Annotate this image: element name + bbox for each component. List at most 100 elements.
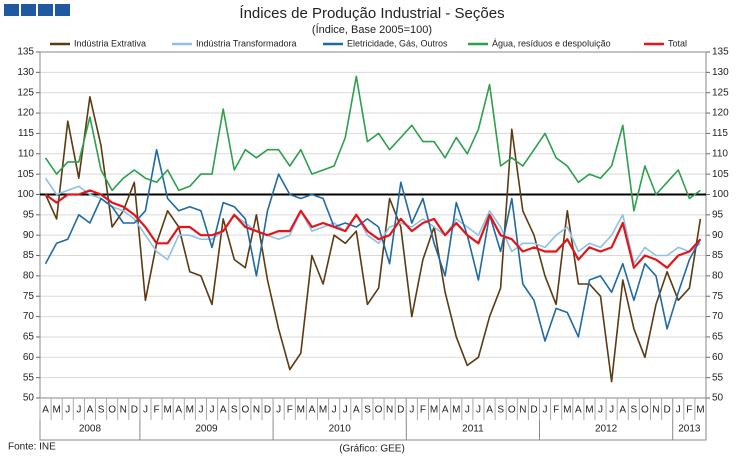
y-tick-label: 130 [17, 67, 34, 78]
y-tick-label: 50 [23, 393, 35, 404]
chart-title: Índices de Produção Industrial - Seções [239, 5, 504, 22]
y2-tick-label: 130 [712, 67, 729, 78]
legend-label: Eletricidade, Gás, Outros [347, 38, 448, 48]
x-tick-label: A [486, 405, 493, 416]
source: Fonte: INE [8, 442, 56, 453]
x-tick-label: J [198, 405, 203, 416]
y2-tick-label: 65 [712, 332, 724, 343]
x-tick-label: J [210, 405, 215, 416]
y-tick-label: 75 [23, 291, 35, 302]
year-label: 2013 [678, 424, 701, 435]
logo-square [38, 4, 53, 16]
series-line [44, 189, 702, 269]
x-tick-label: J [476, 405, 481, 416]
y2-tick-label: 85 [712, 250, 724, 261]
series-line [44, 148, 702, 342]
x-tick-label: J [76, 405, 81, 416]
y2-tick-label: 105 [712, 169, 729, 180]
y-tick-label: 100 [17, 189, 34, 200]
x-tick-label: N [519, 405, 526, 416]
x-tick-label: N [120, 405, 127, 416]
x-tick-label: M [52, 405, 60, 416]
x-tick-label: D [530, 405, 537, 416]
x-tick-label: A [175, 405, 182, 416]
x-tick-label: M [319, 405, 327, 416]
x-tick-label: M [430, 405, 438, 416]
y-tick-label: 135 [17, 47, 34, 58]
y-tick-label: 80 [23, 271, 35, 282]
legend-label: Total [668, 38, 687, 48]
x-tick-label: J [598, 405, 603, 416]
y2-tick-label: 115 [712, 128, 728, 139]
series-line [44, 96, 702, 383]
year-label: 2012 [595, 424, 618, 435]
chart-subtitle: (Índice, Base 2005=100) [312, 23, 432, 36]
x-tick-label: J [676, 405, 681, 416]
x-tick-label: A [87, 405, 94, 416]
y2-tick-label: 75 [712, 291, 724, 302]
x-tick-label: S [497, 405, 504, 416]
x-tick-label: J [543, 405, 548, 416]
x-tick-label: D [131, 405, 138, 416]
x-tick-label: S [364, 405, 371, 416]
series-line [44, 177, 701, 265]
legend-label: Indústria Transformadora [196, 38, 297, 48]
x-tick-label: F [153, 405, 159, 416]
y2-tick-label: 90 [712, 230, 724, 241]
x-tick-label: O [108, 405, 116, 416]
logo-square [21, 4, 36, 16]
x-tick-label: M [563, 405, 571, 416]
x-tick-label: J [332, 405, 337, 416]
y-tick-label: 115 [18, 128, 34, 139]
x-tick-label: F [287, 405, 293, 416]
y2-tick-label: 120 [712, 108, 729, 119]
year-label: 2009 [195, 424, 218, 435]
x-tick-label: D [397, 405, 404, 416]
logo-square [4, 4, 19, 16]
x-tick-label: M [163, 405, 171, 416]
x-tick-label: S [231, 405, 238, 416]
x-tick-label: M [585, 405, 593, 416]
x-tick-label: J [65, 405, 70, 416]
y-tick-label: 95 [23, 209, 35, 220]
y-tick-label: 110 [18, 148, 34, 159]
y2-tick-label: 80 [712, 271, 724, 282]
year-label: 2010 [329, 424, 352, 435]
y-tick-label: 125 [17, 87, 34, 98]
x-tick-label: J [609, 405, 614, 416]
x-tick-label: N [386, 405, 393, 416]
x-tick-label: O [641, 405, 649, 416]
y2-tick-label: 110 [712, 148, 728, 159]
year-label: 2011 [462, 424, 484, 435]
x-tick-label: A [353, 405, 360, 416]
x-tick-label: J [343, 405, 348, 416]
x-tick-label: A [220, 405, 227, 416]
y2-tick-label: 70 [712, 311, 724, 322]
year-label: 2008 [79, 424, 102, 435]
y2-tick-label: 135 [712, 47, 729, 58]
x-tick-label: A [619, 405, 626, 416]
legend-label: Água, resíduos e despoluição [492, 38, 611, 48]
x-tick-label: M [297, 405, 305, 416]
x-tick-label: N [652, 405, 659, 416]
x-tick-label: S [98, 405, 105, 416]
x-tick-label: J [276, 405, 281, 416]
x-tick-label: J [143, 405, 148, 416]
x-tick-label: O [508, 405, 516, 416]
x-tick-label: F [686, 405, 692, 416]
y2-tick-label: 50 [712, 393, 724, 404]
x-tick-label: J [409, 405, 414, 416]
x-tick-label: J [465, 405, 470, 416]
y2-tick-label: 60 [712, 352, 724, 363]
x-tick-label: M [186, 405, 194, 416]
plot-frame [39, 51, 707, 399]
x-tick-label: D [264, 405, 271, 416]
x-tick-label: F [420, 405, 426, 416]
legend-label: Indústria Extrativa [74, 38, 146, 48]
y2-tick-label: 95 [712, 209, 724, 220]
y2-tick-label: 55 [712, 372, 724, 383]
x-tick-label: O [375, 405, 383, 416]
x-tick-label: A [309, 405, 316, 416]
x-tick-label: A [442, 405, 449, 416]
